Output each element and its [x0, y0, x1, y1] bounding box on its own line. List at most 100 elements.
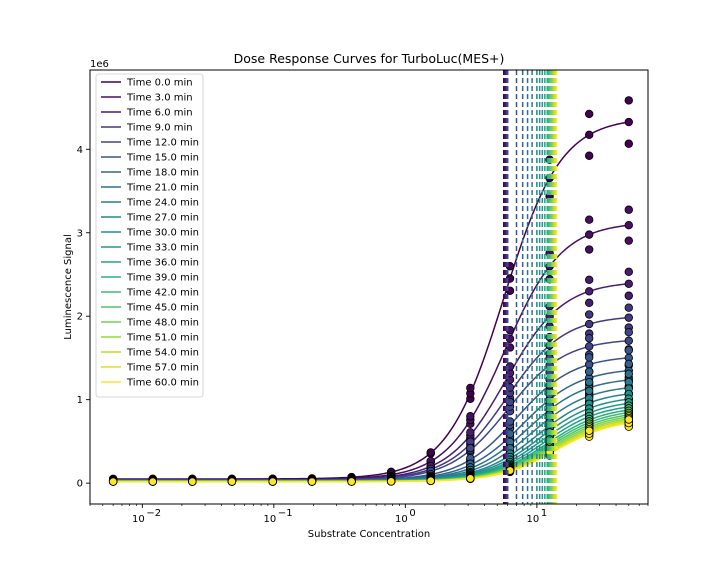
data-point-s2-c13-r0: [624, 291, 633, 300]
data-point-s20-c7-r2: [386, 477, 396, 486]
legend-label-19: Time 57.0 min: [126, 363, 199, 374]
data-point-s3-c12-r2: [584, 310, 594, 319]
legend-label-0: Time 0.0 min: [126, 78, 193, 89]
data-point-s4-c9-r2: [466, 443, 475, 453]
data-point-s4-c12-r1: [584, 342, 594, 351]
x-tick-label-3: 101: [526, 508, 547, 525]
y-tick-label-4: 4: [77, 145, 83, 156]
legend-label-12: Time 36.0 min: [126, 258, 199, 269]
y-tick-label-3: 3: [77, 228, 83, 239]
data-point-s20-c3-r2: [227, 477, 237, 486]
legend-item-19: Time 57.0 min: [101, 363, 199, 374]
data-point-s0-c13-r2: [624, 96, 633, 105]
data-point-s0-c12-r1: [584, 130, 594, 140]
legend-label-18: Time 54.0 min: [126, 348, 199, 359]
legend: Time 0.0 min Time 3.0 min Time 6.0 min Time…: [95, 73, 204, 398]
data-point-s20-c12-r2: [584, 426, 594, 435]
legend-box: [95, 73, 204, 398]
legend-label-9: Time 27.0 min: [126, 213, 199, 224]
svg-text:10: 10: [395, 514, 408, 525]
data-point-s1-c13-r2: [624, 205, 633, 214]
plot-frame: [89, 69, 649, 505]
legend-label-17: Time 51.0 min: [126, 333, 199, 344]
legend-item-11: Time 33.0 min: [101, 243, 199, 254]
svg-text:−2: −2: [146, 508, 161, 519]
legend-label-3: Time 9.0 min: [126, 123, 193, 134]
data-point-s20-c0-r2: [108, 477, 118, 486]
legend-item-4: Time 12.0 min: [101, 138, 199, 149]
data-point-s1-c12-r1: [584, 230, 594, 239]
svg-text:0: 0: [409, 508, 415, 519]
svg-text:10: 10: [263, 514, 276, 525]
data-point-s20-c5-r2: [307, 477, 317, 486]
legend-item-2: Time 6.0 min: [101, 108, 193, 119]
legend-label-5: Time 15.0 min: [126, 153, 199, 164]
legend-item-6: Time 18.0 min: [101, 168, 199, 179]
legend-item-12: Time 36.0 min: [101, 258, 199, 269]
data-point-s20-c8-r2: [426, 476, 435, 486]
data-point-s0-c13-r1: [624, 117, 633, 127]
data-point-s2-c9-r2: [466, 428, 475, 437]
legend-item-8: Time 24.0 min: [101, 198, 199, 209]
legend-item-0: Time 0.0 min: [101, 78, 193, 89]
data-point-s6-c13-r2: [624, 359, 633, 369]
x-tick-label-0: 10−2: [132, 508, 161, 525]
data-point-s20-c1-r2: [148, 477, 157, 486]
y-axis: 0 1 2 3 4: [77, 145, 90, 490]
data-point-s1-c13-r0: [624, 236, 633, 245]
legend-item-13: Time 39.0 min: [101, 273, 199, 284]
data-point-s1-c13-r1: [624, 220, 633, 230]
svg-text:10: 10: [132, 514, 145, 525]
data-point-s1-c12-r0: [584, 245, 594, 254]
legend-label-8: Time 24.0 min: [126, 198, 199, 209]
data-point-s2-c12-r0: [584, 298, 594, 308]
legend-label-14: Time 42.0 min: [126, 288, 199, 299]
svg-text:10: 10: [526, 514, 539, 525]
data-point-s2-c13-r1: [624, 279, 633, 288]
svg-text:1: 1: [541, 508, 547, 519]
data-point-s2-c12-r2: [584, 275, 594, 284]
legend-label-20: Time 60.0 min: [126, 378, 199, 389]
data-point-s2-c12-r1: [584, 287, 594, 296]
data-point-s0-c12-r0: [584, 151, 594, 160]
chart-title: Dose Response Curves for TurboLuc(MES+): [234, 51, 505, 66]
legend-label-10: Time 30.0 min: [126, 228, 199, 239]
y-tick-label-1: 1: [77, 395, 83, 406]
data-point-s5-c12-r1: [584, 360, 594, 369]
x-tick-label-1: 10−1: [263, 508, 292, 525]
svg-text:−1: −1: [278, 508, 293, 519]
data-point-s6-c12-r2: [584, 367, 594, 376]
data-point-s1-c12-r2: [584, 215, 594, 224]
legend-label-16: Time 48.0 min: [126, 318, 199, 329]
data-point-s4-c13-r2: [624, 328, 633, 337]
legend-label-15: Time 45.0 min: [126, 303, 199, 314]
legend-label-7: Time 21.0 min: [126, 183, 199, 194]
data-point-s2-c13-r2: [624, 267, 633, 277]
y-axis-label: Luminescence Signal: [63, 234, 74, 340]
y-tick-label-0: 0: [77, 479, 83, 490]
data-point-s5-c12-r2: [584, 353, 594, 362]
legend-label-13: Time 39.0 min: [126, 273, 199, 284]
data-point-s4-c12-r2: [584, 334, 594, 343]
y-tick-label-2: 2: [77, 312, 83, 323]
data-point-s20-c9-r2: [466, 474, 475, 483]
data-point-s3-c12-r1: [584, 319, 594, 329]
data-point-s20-c6-r2: [347, 477, 356, 486]
legend-label-2: Time 6.0 min: [126, 108, 193, 119]
legend-item-10: Time 30.0 min: [101, 228, 199, 239]
legend-item-16: Time 48.0 min: [101, 318, 199, 329]
data-point-s1-c9-r2: [466, 412, 475, 421]
legend-label-11: Time 33.0 min: [126, 243, 199, 254]
data-point-s20-c4-r2: [268, 477, 277, 486]
data-point-s3-c13-r2: [624, 303, 633, 312]
legend-item-15: Time 45.0 min: [101, 303, 199, 314]
legend-item-20: Time 60.0 min: [101, 378, 199, 389]
legend-item-17: Time 51.0 min: [101, 333, 199, 344]
legend-item-1: Time 3.0 min: [101, 93, 193, 104]
legend-item-9: Time 27.0 min: [101, 213, 199, 224]
x-tick-label-2: 100: [395, 508, 416, 525]
legend-item-3: Time 9.0 min: [101, 123, 193, 134]
ec50-lines-layer: [503, 70, 558, 504]
